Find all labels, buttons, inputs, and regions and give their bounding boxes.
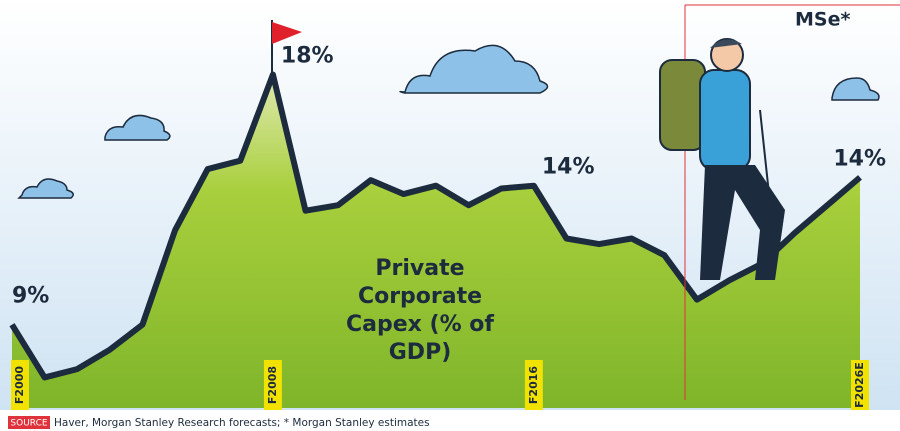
hiker [659, 38, 785, 280]
x-tick-box [851, 360, 869, 410]
source-tag: SOURCE [10, 419, 47, 429]
value-label: 14% [833, 146, 886, 171]
value-label: 14% [542, 155, 595, 180]
source: Haver, Morgan Stanley Research forecasts… [54, 417, 430, 429]
x-tick-label: F2008 [266, 366, 279, 404]
x-tick-label: F2026E [853, 362, 866, 408]
forecast-annotation: MSe* [795, 9, 850, 31]
x-tick-box [11, 360, 29, 410]
x-tick-label: F2000 [13, 366, 26, 404]
area [12, 74, 860, 409]
clouds [17, 44, 880, 199]
x-tick-box [263, 360, 282, 410]
x-tick-box [524, 360, 543, 410]
flag [272, 22, 302, 44]
chart-title: Private Corporate Capex (% of GDP) [346, 256, 494, 365]
source-tag-box [8, 416, 50, 429]
x-tick-label: F2016 [527, 366, 540, 404]
line [9, 71, 862, 381]
value-label: 9% [12, 284, 49, 309]
value-label: 18% [281, 44, 334, 69]
